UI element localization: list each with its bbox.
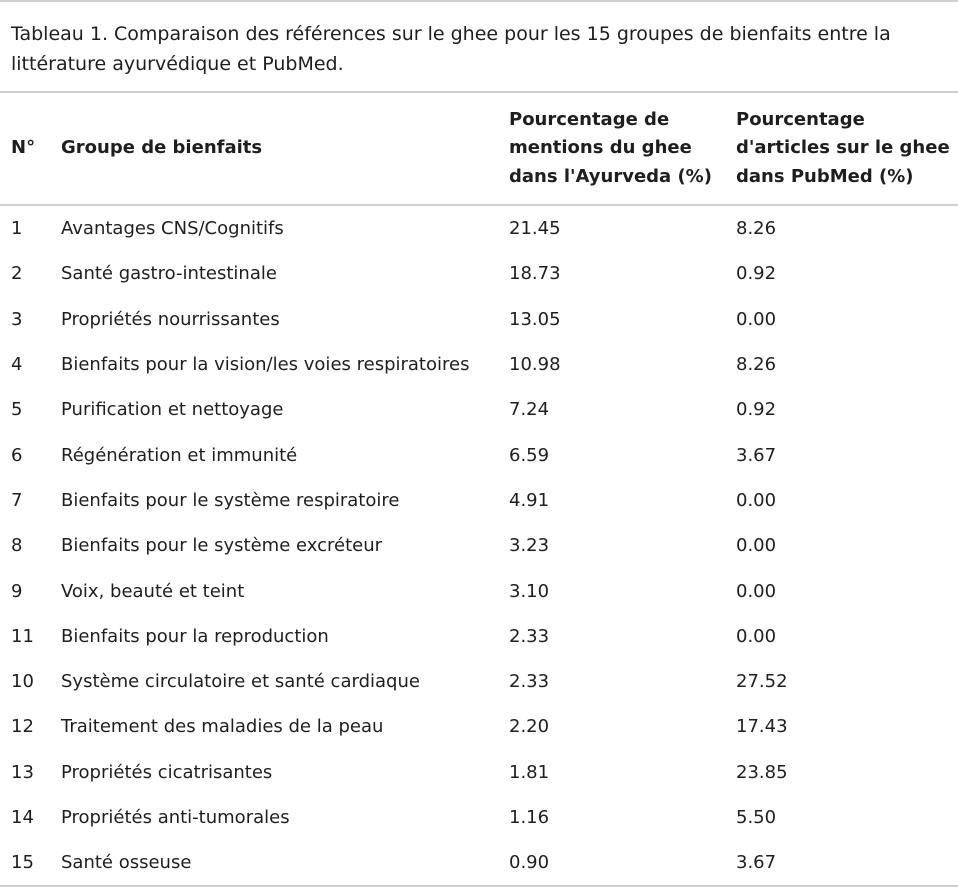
cell-ayurveda: 7.24: [509, 399, 550, 421]
cell-pubmed: 3.67: [736, 852, 777, 874]
table-row: 10 Système circulatoire et santé cardiaq…: [0, 659, 958, 704]
table-row: 8 Bienfaits pour le système excréteur 3.…: [0, 523, 958, 568]
cell-num: 4: [11, 354, 23, 376]
header-num: N°: [11, 137, 36, 159]
cell-pubmed: 0.92: [736, 399, 777, 421]
cell-group: Régénération et immunité: [61, 444, 298, 466]
header-group: Groupe de bienfaits: [61, 137, 263, 159]
cell-ayurveda: 4.91: [509, 489, 550, 511]
cell-ayurveda: 2.33: [509, 625, 550, 647]
table-header: N° Groupe de bienfaits Pourcentage de me…: [0, 92, 958, 205]
table-row: 3 Propriétés nourrissantes 13.05 0.00: [0, 297, 958, 342]
cell-num: 13: [11, 761, 34, 783]
cell-group: Propriétés cicatrisantes: [61, 761, 273, 783]
cell-group: Santé osseuse: [61, 852, 192, 874]
cell-group: Traitement des maladies de la peau: [61, 716, 384, 738]
data-table-container: N° Groupe de bienfaits Pourcentage de me…: [0, 91, 958, 887]
cell-pubmed: 8.26: [736, 218, 777, 240]
cell-group: Propriétés anti-tumorales: [61, 807, 290, 828]
cell-group: Bienfaits pour la reproduction: [61, 625, 329, 647]
table-row: 1 Avantages CNS/Cognitifs 21.45 8.26: [0, 205, 958, 251]
cell-pubmed: 0.00: [736, 308, 777, 330]
data-table: N° Groupe de bienfaits Pourcentage de me…: [0, 91, 958, 887]
header-ayurveda-line-1: Pourcentage de: [509, 108, 670, 130]
cell-group: Propriétés nourrissantes: [61, 308, 280, 330]
header-pubmed-line-3: dans PubMed (%): [736, 165, 914, 187]
cell-pubmed: 5.50: [736, 807, 777, 828]
table-body: 1 Avantages CNS/Cognitifs 21.45 8.26 2 S…: [0, 205, 958, 887]
cell-ayurveda: 10.98: [509, 354, 561, 376]
table-row: 13 Propriétés cicatrisantes 1.81 23.85: [0, 750, 958, 795]
cell-ayurveda: 2.20: [509, 716, 550, 738]
table-row: 2 Santé gastro-intestinale 18.73 0.92: [0, 251, 958, 296]
cell-ayurveda: 21.45: [509, 218, 561, 240]
cell-pubmed: 23.85: [736, 761, 788, 783]
cell-group: Bienfaits pour le système respiratoire: [61, 489, 400, 511]
header-pubmed-line-2: d'articles sur le ghee: [736, 137, 950, 159]
header-row: N° Groupe de bienfaits Pourcentage de me…: [0, 92, 958, 205]
table-caption: Tableau 1. Comparaison des références su…: [11, 23, 891, 75]
cell-num: 6: [11, 444, 23, 466]
cell-ayurveda: 3.10: [509, 580, 550, 602]
cell-pubmed: 0.00: [736, 625, 777, 647]
cell-num: 15: [11, 852, 34, 874]
cell-num: 1: [11, 218, 23, 240]
cell-pubmed: 3.67: [736, 444, 777, 466]
cell-num: 12: [11, 716, 34, 738]
table-row: 9 Voix, beauté et teint 3.10 0.00: [0, 568, 958, 613]
cell-num: 8: [11, 535, 23, 557]
table-row: 7 Bienfaits pour le système respiratoire…: [0, 478, 958, 523]
cell-pubmed: 0.00: [736, 489, 777, 511]
cell-ayurveda: 13.05: [509, 308, 561, 330]
table-row: 5 Purification et nettoyage 7.24 0.92: [0, 387, 958, 432]
cell-group: Voix, beauté et teint: [61, 580, 245, 602]
cell-pubmed: 8.26: [736, 354, 777, 376]
cell-ayurveda: 1.16: [509, 807, 550, 828]
cell-pubmed: 17.43: [736, 716, 788, 738]
header-pubmed-line-1: Pourcentage: [736, 108, 865, 130]
table-row: 4 Bienfaits pour la vision/les voies res…: [0, 342, 958, 387]
cell-group: Système circulatoire et santé cardiaque: [61, 671, 420, 693]
cell-num: 10: [11, 671, 34, 693]
header-ayurveda-line-3: dans l'Ayurveda (%): [509, 165, 712, 187]
cell-group: Bienfaits pour la vision/les voies respi…: [61, 354, 470, 376]
cell-group: Avantages CNS/Cognitifs: [61, 218, 284, 240]
cell-pubmed: 27.52: [736, 671, 788, 693]
header-pubmed: Pourcentage d'articles sur le ghee dans …: [736, 92, 958, 205]
cell-ayurveda: 0.90: [509, 852, 550, 874]
cell-ayurveda: 2.33: [509, 671, 550, 693]
header-ayurveda-line-2: mentions du ghee: [509, 137, 692, 159]
top-rule: [0, 0, 958, 2]
table-row: 12 Traitement des maladies de la peau 2.…: [0, 704, 958, 749]
table-row: 11 Bienfaits pour la reproduction 2.33 0…: [0, 614, 958, 659]
cell-group: Santé gastro-intestinale: [61, 263, 277, 285]
header-ayurveda: Pourcentage de mentions du ghee dans l'A…: [509, 92, 736, 205]
cell-num: 9: [11, 580, 23, 602]
table-row: 6 Régénération et immunité 6.59 3.67: [0, 432, 958, 477]
cell-ayurveda: 6.59: [509, 444, 550, 466]
cell-group: Purification et nettoyage: [61, 399, 284, 421]
table-row: 14 Propriétés anti-tumorales 1.16 5.50: [0, 795, 958, 840]
cell-group: Bienfaits pour le système excréteur: [61, 535, 383, 557]
cell-ayurveda: 18.73: [509, 263, 561, 285]
cell-num: 14: [11, 807, 34, 828]
cell-num: 3: [11, 308, 23, 330]
cell-pubmed: 0.00: [736, 580, 777, 602]
cell-pubmed: 0.00: [736, 535, 777, 557]
cell-num: 11: [11, 625, 34, 647]
cell-ayurveda: 1.81: [509, 761, 550, 783]
cell-pubmed: 0.92: [736, 263, 777, 285]
cell-num: 5: [11, 399, 23, 421]
table-row: 15 Santé osseuse 0.90 3.67: [0, 840, 958, 887]
cell-num: 7: [11, 489, 23, 511]
cell-ayurveda: 3.23: [509, 535, 550, 557]
cell-num: 2: [11, 263, 23, 285]
